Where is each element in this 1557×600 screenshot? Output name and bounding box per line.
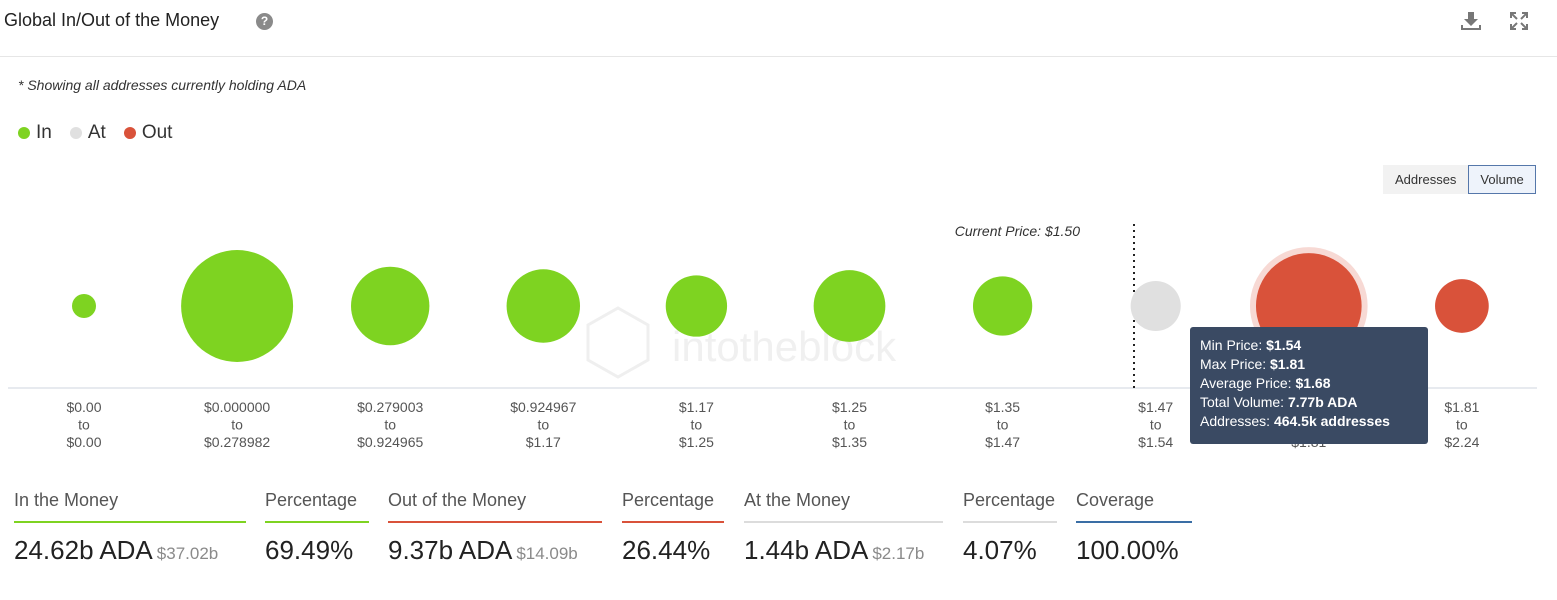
x-tick-label: $1.35 bbox=[985, 399, 1020, 415]
bubble-in bbox=[665, 275, 728, 337]
widget-header: Global In/Out of the Money ? bbox=[0, 0, 1557, 57]
x-tick-label: $1.35 bbox=[832, 434, 867, 450]
bubble-in bbox=[72, 294, 96, 318]
stat-out-of-the-money: Out of the Money 9.37b ADA $14.09b bbox=[388, 490, 602, 566]
x-tick-label: to bbox=[384, 417, 396, 433]
bubble-tooltip: Min Price: $1.54 Max Price: $1.81 Averag… bbox=[1190, 327, 1428, 444]
stat-out-percentage: Percentage 26.44% bbox=[622, 490, 724, 566]
stat-value: 4.07% bbox=[963, 535, 1037, 565]
x-tick-label: to bbox=[1456, 417, 1468, 433]
x-tick-label: $0.924965 bbox=[357, 434, 423, 450]
stat-value: 26.44% bbox=[622, 535, 711, 565]
bubble-in bbox=[351, 266, 430, 346]
legend-item-out[interactable]: Out bbox=[123, 122, 173, 144]
x-tick-label: to bbox=[691, 417, 703, 433]
legend-label-in: In bbox=[36, 122, 52, 143]
x-tick-label: $1.25 bbox=[679, 434, 714, 450]
stat-at-percentage: Percentage 4.07% bbox=[963, 490, 1057, 565]
x-tick-label: $1.17 bbox=[679, 399, 714, 415]
tooltip-volume-row: Total Volume: 7.77b ADA bbox=[1200, 394, 1358, 410]
stat-value: 24.62b ADA bbox=[14, 535, 153, 565]
stat-in-the-money: In the Money 24.62b ADA $37.02b bbox=[14, 490, 246, 566]
legend-label-at: At bbox=[87, 122, 106, 143]
bubble-in bbox=[181, 250, 294, 362]
x-tick-label: $0.00 bbox=[66, 399, 101, 415]
x-tick-label: to bbox=[1150, 417, 1162, 433]
x-tick-label: to bbox=[537, 417, 549, 433]
bubble-out bbox=[1435, 279, 1489, 333]
legend-item-in[interactable]: In bbox=[18, 122, 52, 144]
current-price-label: Current Price: $1.50 bbox=[955, 223, 1080, 239]
tooltip-min-row: Min Price: $1.54 bbox=[1200, 337, 1302, 353]
x-tick-label: $0.000000 bbox=[204, 399, 270, 415]
holding-note: * Showing all addresses currently holdin… bbox=[18, 77, 307, 93]
legend-dot-in bbox=[18, 127, 30, 139]
stat-value: 1.44b ADA bbox=[744, 535, 869, 565]
x-tick-label: $0.279003 bbox=[357, 399, 423, 415]
stat-usd-value: $37.02b bbox=[156, 544, 219, 563]
widget-title: Global In/Out of the Money bbox=[4, 10, 220, 30]
legend-dot-out bbox=[123, 127, 136, 139]
legend-label-out: Out bbox=[141, 122, 173, 143]
bubble-at bbox=[1130, 280, 1181, 332]
x-tick-label: $1.54 bbox=[1138, 434, 1173, 450]
x-tick-label: $0.278982 bbox=[204, 434, 270, 450]
x-tick-label: $1.81 bbox=[1444, 399, 1479, 415]
download-icon[interactable] bbox=[1460, 10, 1482, 32]
x-tick-label: to bbox=[844, 417, 856, 433]
legend-item-at[interactable]: At bbox=[69, 122, 106, 144]
stat-usd-value: $2.17b bbox=[872, 544, 925, 563]
stat-at-the-money: At the Money 1.44b ADA $2.17b bbox=[744, 490, 943, 566]
tooltip-addresses-row: Addresses: 464.5k addresses bbox=[1200, 413, 1390, 429]
watermark-logo bbox=[586, 306, 650, 379]
question-circle-icon[interactable]: ? bbox=[256, 13, 273, 30]
legend: In At Out bbox=[18, 122, 172, 144]
addresses-toggle-button[interactable]: Addresses bbox=[1383, 165, 1469, 194]
legend-dot-at bbox=[69, 127, 82, 139]
bubble-in bbox=[972, 276, 1033, 336]
stat-value: 100.00% bbox=[1076, 535, 1179, 565]
tooltip-avg-row: Average Price: $1.68 bbox=[1200, 375, 1331, 391]
x-tick-label: to bbox=[231, 417, 243, 433]
stat-in-percentage: Percentage 69.49% bbox=[265, 490, 369, 566]
tooltip-max-row: Max Price: $1.81 bbox=[1200, 356, 1306, 372]
stat-value: 9.37b ADA bbox=[388, 535, 513, 565]
x-tick-label: $1.47 bbox=[1138, 399, 1173, 415]
stat-value: 69.49% bbox=[265, 535, 354, 565]
x-tick-label: $0.924967 bbox=[510, 399, 576, 415]
volume-toggle-button[interactable]: Volume bbox=[1468, 165, 1536, 194]
x-tick-label: to bbox=[78, 417, 90, 433]
x-tick-label: $2.24 bbox=[1444, 434, 1479, 450]
metric-toggle: Addresses Volume bbox=[1383, 165, 1536, 194]
bubble-in bbox=[813, 270, 886, 342]
stat-usd-value: $14.09b bbox=[516, 544, 578, 563]
bubble-in bbox=[506, 269, 581, 343]
x-tick-label: $1.47 bbox=[985, 434, 1020, 450]
x-tick-label: to bbox=[997, 417, 1009, 433]
x-tick-label: $1.25 bbox=[832, 399, 867, 415]
stat-coverage: Coverage 100.00% bbox=[1076, 490, 1192, 566]
x-tick-label: $1.17 bbox=[526, 434, 561, 450]
fullscreen-icon[interactable] bbox=[1509, 11, 1529, 31]
x-tick-label: $0.00 bbox=[66, 434, 101, 450]
